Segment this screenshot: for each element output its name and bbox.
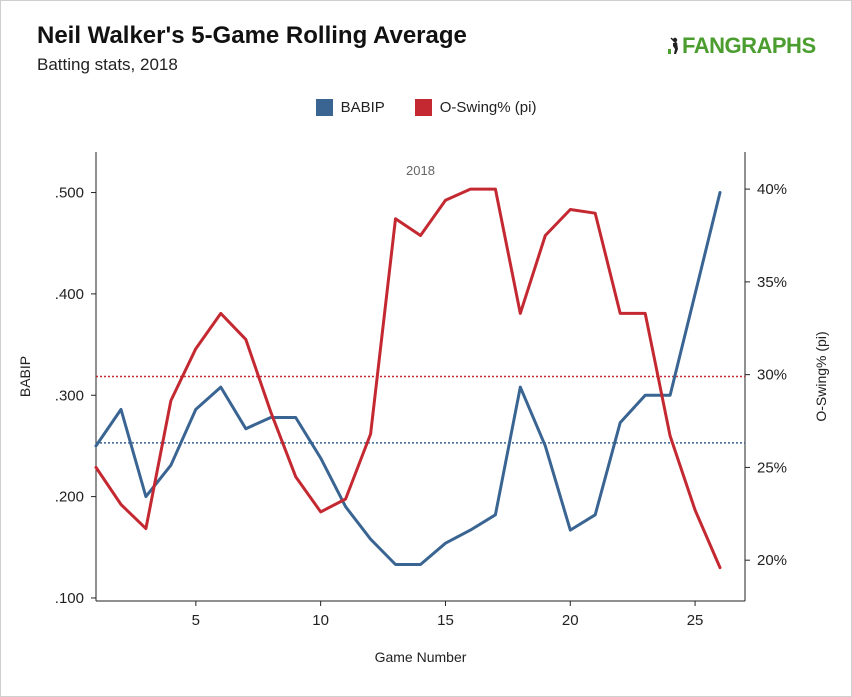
y-left-tick-label: .100 [55,590,84,607]
legend-item-babip: BABIP [315,99,385,116]
y-right-tick-label: 20% [757,552,787,569]
legend-label-oswing: O-Swing% (pi) [439,99,537,116]
chart-title: Neil Walker's 5-Game Rolling Average [37,22,467,49]
legend-swatch-babip [315,99,333,116]
y-right-tick-label: 40% [757,181,787,198]
y-left-tick-label: .400 [55,286,84,303]
y-right-tick-label: 30% [757,367,787,384]
y-axis-right-title: O-Swing% (pi) [813,331,829,421]
panel-label: 2018 [406,163,435,178]
x-tick-label: 5 [192,612,200,629]
legend-label-babip: BABIP [340,99,385,116]
x-tick-label: 20 [562,612,579,629]
babip-series-line [94,191,722,566]
chart-subtitle: Batting stats, 2018 [37,55,178,74]
legend: BABIP O-Swing% (pi) [0,99,852,116]
y-axis-left-title: BABIP [17,356,33,397]
legend-item-oswing: O-Swing% (pi) [414,99,537,116]
y-left-tick-label: .300 [55,387,84,404]
y-right-tick-label: 35% [757,274,787,291]
fangraphs-logo: FANGRAPHS [668,33,816,59]
y-right-tick-label: 25% [757,459,787,476]
x-axis-title: Game Number [375,649,467,665]
logo-text: FANGRAPHS [682,33,816,58]
x-tick-label: 25 [687,612,704,629]
x-tick-label: 10 [312,612,329,629]
y-left-tick-label: .200 [55,489,84,506]
x-tick-label: 15 [437,612,454,629]
legend-swatch-oswing [414,99,432,116]
batter-icon [668,37,678,54]
oswing-series-line [94,187,722,570]
y-left-tick-label: .500 [55,185,84,202]
